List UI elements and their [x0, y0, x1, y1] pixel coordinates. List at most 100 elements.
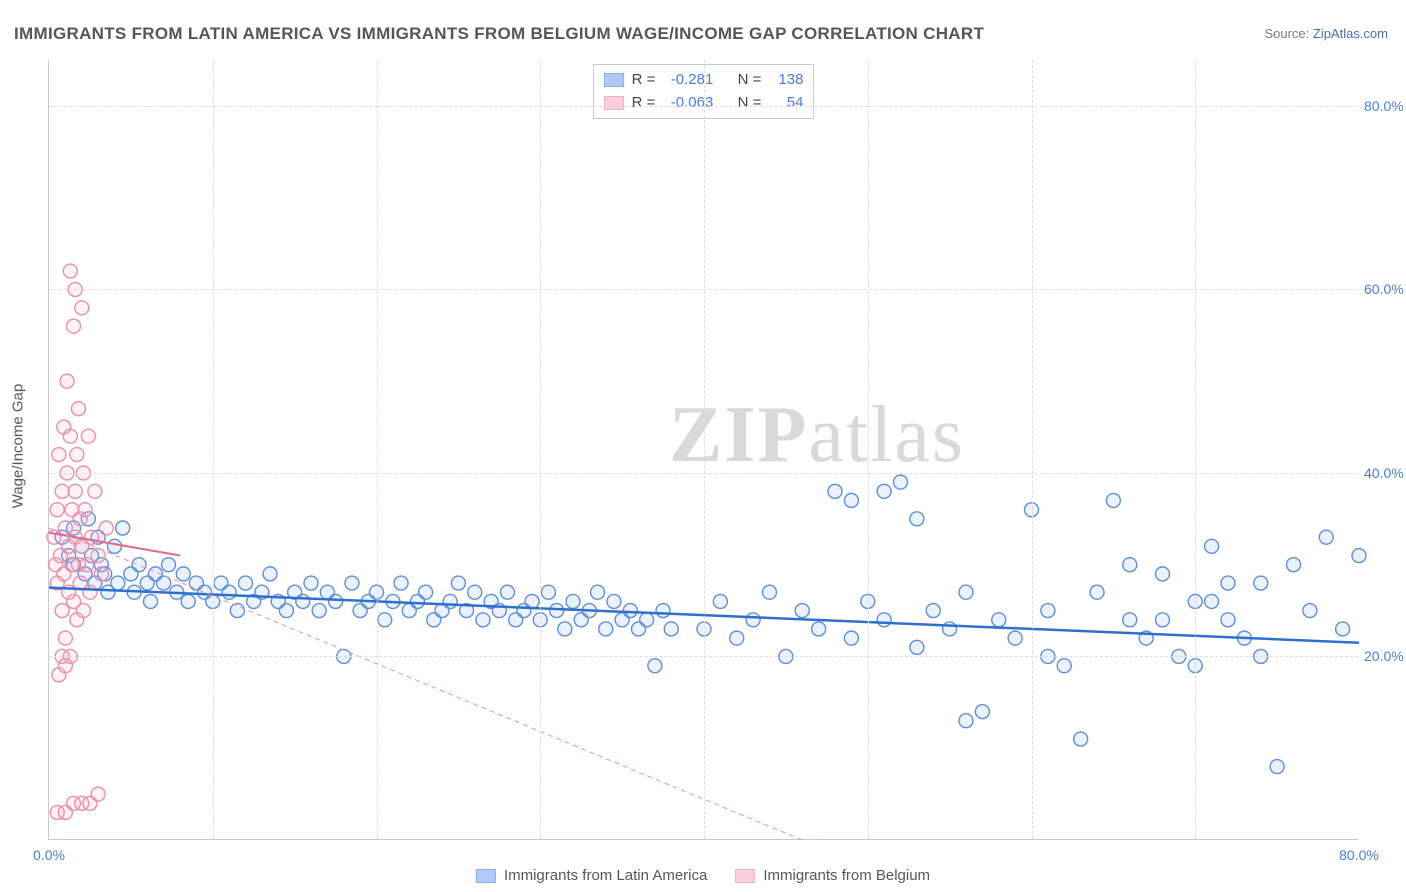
scatter-point	[329, 594, 343, 608]
scatter-point	[959, 585, 973, 599]
scatter-point	[58, 631, 72, 645]
scatter-point	[812, 622, 826, 636]
source-link[interactable]: ZipAtlas.com	[1313, 26, 1388, 41]
scatter-point	[844, 493, 858, 507]
scatter-point	[763, 585, 777, 599]
scatter-point	[88, 484, 102, 498]
scatter-point	[75, 301, 89, 315]
scatter-point	[60, 374, 74, 388]
x-tick-label: 80.0%	[1339, 847, 1379, 863]
scatter-point	[68, 484, 82, 498]
scatter-point	[468, 585, 482, 599]
scatter-point	[83, 585, 97, 599]
scatter-point	[78, 503, 92, 517]
scatter-point	[312, 604, 326, 618]
scatter-point	[176, 567, 190, 581]
scatter-point	[1057, 659, 1071, 673]
scatter-point	[1123, 613, 1137, 627]
scatter-point	[296, 594, 310, 608]
legend-label: Immigrants from Latin America	[504, 867, 707, 884]
y-tick-label: 60.0%	[1364, 281, 1406, 297]
scatter-point	[345, 576, 359, 590]
gridline-vertical	[1195, 60, 1196, 839]
scatter-point	[943, 622, 957, 636]
scatter-point	[58, 659, 72, 673]
scatter-point	[108, 539, 122, 553]
legend-item: Immigrants from Latin America	[476, 867, 707, 884]
scatter-point	[63, 429, 77, 443]
scatter-point	[451, 576, 465, 590]
scatter-point	[1221, 613, 1235, 627]
scatter-point	[1303, 604, 1317, 618]
scatter-point	[746, 613, 760, 627]
scatter-point	[558, 622, 572, 636]
scatter-point	[80, 558, 94, 572]
chart-source: Source: ZipAtlas.com	[1264, 26, 1388, 41]
source-prefix: Source:	[1264, 26, 1312, 41]
scatter-point	[730, 631, 744, 645]
scatter-point	[959, 714, 973, 728]
chart-title: IMMIGRANTS FROM LATIN AMERICA VS IMMIGRA…	[14, 24, 984, 44]
scatter-point	[623, 604, 637, 618]
x-tick-label: 0.0%	[33, 847, 65, 863]
scatter-point	[1205, 594, 1219, 608]
scatter-point	[91, 787, 105, 801]
gridline-vertical	[213, 60, 214, 839]
scatter-point	[111, 576, 125, 590]
scatter-point	[501, 585, 515, 599]
legend-label: Immigrants from Belgium	[763, 867, 930, 884]
scatter-point	[1254, 576, 1268, 590]
scatter-point	[1041, 604, 1055, 618]
scatter-point	[99, 521, 113, 535]
scatter-point	[656, 604, 670, 618]
scatter-point	[162, 558, 176, 572]
scatter-point	[894, 475, 908, 489]
scatter-point	[1205, 539, 1219, 553]
scatter-point	[795, 604, 809, 618]
scatter-point	[70, 448, 84, 462]
scatter-point	[81, 429, 95, 443]
scatter-point	[541, 585, 555, 599]
scatter-point	[116, 521, 130, 535]
scatter-point	[55, 484, 69, 498]
legend-item: Immigrants from Belgium	[735, 867, 930, 884]
scatter-point	[157, 576, 171, 590]
scatter-point	[1123, 558, 1137, 572]
scatter-point	[640, 613, 654, 627]
scatter-point	[844, 631, 858, 645]
trend-line	[49, 528, 802, 840]
scatter-point	[877, 613, 891, 627]
scatter-point	[926, 604, 940, 618]
scatter-point	[525, 594, 539, 608]
scatter-point	[648, 659, 662, 673]
scatter-point	[52, 448, 66, 462]
gridline-vertical	[704, 60, 705, 839]
y-axis-label: Wage/Income Gap	[10, 384, 27, 509]
scatter-point	[55, 604, 69, 618]
scatter-point	[71, 402, 85, 416]
scatter-point	[1074, 732, 1088, 746]
scatter-point	[85, 530, 99, 544]
scatter-point	[144, 594, 158, 608]
scatter-point	[664, 622, 678, 636]
scatter-point	[550, 604, 564, 618]
scatter-point	[67, 319, 81, 333]
scatter-point	[828, 484, 842, 498]
scatter-point	[566, 594, 580, 608]
scatter-point	[263, 567, 277, 581]
scatter-point	[132, 558, 146, 572]
scatter-point	[992, 613, 1006, 627]
scatter-point	[1352, 549, 1366, 563]
scatter-point	[591, 585, 605, 599]
y-tick-label: 40.0%	[1364, 465, 1406, 481]
scatter-point	[230, 604, 244, 618]
scatter-point	[378, 613, 392, 627]
scatter-point	[181, 594, 195, 608]
scatter-point	[476, 613, 490, 627]
gridline-vertical	[1032, 60, 1033, 839]
scatter-point	[975, 705, 989, 719]
scatter-point	[599, 622, 613, 636]
gridline-vertical	[540, 60, 541, 839]
scatter-point	[713, 594, 727, 608]
scatter-point	[1287, 558, 1301, 572]
